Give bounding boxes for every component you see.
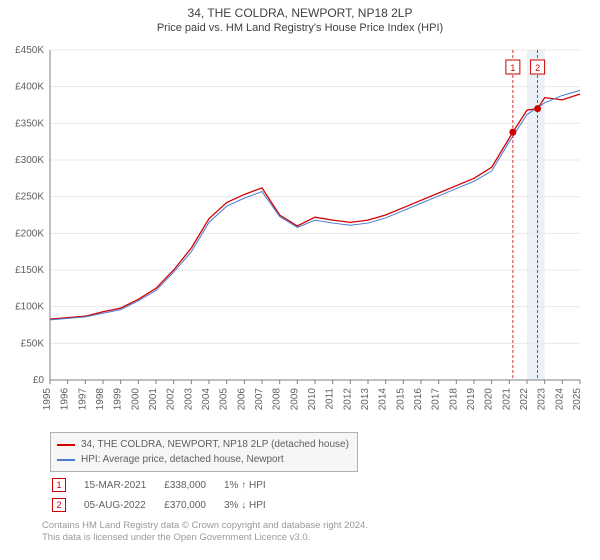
svg-text:2: 2: [535, 63, 540, 73]
svg-text:2011: 2011: [325, 388, 336, 410]
marker-table: 1 15-MAR-2021 £338,000 1% ↑ HPI 2 05-AUG…: [42, 474, 276, 516]
svg-text:2016: 2016: [413, 388, 424, 411]
legend-row: HPI: Average price, detached house, Newp…: [57, 452, 349, 467]
svg-text:1: 1: [510, 63, 515, 73]
marker-price: £338,000: [156, 476, 214, 494]
svg-text:2000: 2000: [130, 388, 141, 411]
marker-price: £370,000: [156, 496, 214, 514]
svg-text:2023: 2023: [537, 388, 548, 411]
legend: 34, THE COLDRA, NEWPORT, NP18 2LP (detac…: [50, 432, 358, 472]
svg-text:2021: 2021: [501, 388, 512, 411]
chart-container: 34, THE COLDRA, NEWPORT, NP18 2LP Price …: [0, 0, 600, 560]
marker-pct: 1% ↑ HPI: [216, 476, 274, 494]
svg-text:2019: 2019: [466, 388, 477, 411]
svg-text:2017: 2017: [431, 388, 442, 411]
svg-text:2005: 2005: [219, 388, 230, 411]
svg-text:1999: 1999: [113, 388, 124, 411]
svg-text:£250K: £250K: [15, 192, 44, 203]
svg-text:1995: 1995: [42, 388, 53, 411]
svg-text:2012: 2012: [342, 388, 353, 411]
svg-text:£200K: £200K: [15, 228, 44, 239]
svg-text:2003: 2003: [183, 388, 194, 411]
svg-text:2015: 2015: [395, 388, 406, 411]
marker-badge: 2: [52, 498, 66, 512]
chart-subtitle: Price paid vs. HM Land Registry's House …: [0, 20, 600, 34]
svg-text:1997: 1997: [77, 388, 88, 411]
svg-text:2020: 2020: [484, 388, 495, 411]
svg-text:£350K: £350K: [15, 118, 44, 129]
svg-text:1998: 1998: [95, 388, 106, 411]
svg-text:2024: 2024: [554, 388, 565, 411]
svg-text:£100K: £100K: [15, 302, 44, 313]
svg-text:2002: 2002: [166, 388, 177, 411]
svg-text:2010: 2010: [307, 388, 318, 411]
legend-swatch: [57, 459, 75, 461]
footer-line: This data is licensed under the Open Gov…: [42, 532, 368, 544]
svg-text:2007: 2007: [254, 388, 265, 411]
marker-badge: 1: [52, 478, 66, 492]
svg-text:2004: 2004: [201, 388, 212, 411]
svg-text:2001: 2001: [148, 388, 159, 411]
svg-text:2014: 2014: [378, 388, 389, 411]
svg-text:1996: 1996: [60, 388, 71, 411]
svg-text:2025: 2025: [572, 388, 583, 411]
chart-plot-area: £0£50K£100K£150K£200K£250K£300K£350K£400…: [50, 50, 580, 380]
marker-date: 05-AUG-2022: [76, 496, 154, 514]
marker-row: 1 15-MAR-2021 £338,000 1% ↑ HPI: [44, 476, 274, 494]
footer: Contains HM Land Registry data © Crown c…: [42, 520, 368, 545]
svg-text:2009: 2009: [289, 388, 300, 411]
svg-text:2008: 2008: [272, 388, 283, 411]
legend-row: 34, THE COLDRA, NEWPORT, NP18 2LP (detac…: [57, 437, 349, 452]
svg-text:2018: 2018: [448, 388, 459, 411]
marker-date: 15-MAR-2021: [76, 476, 154, 494]
chart-title: 34, THE COLDRA, NEWPORT, NP18 2LP: [0, 0, 600, 20]
svg-text:£300K: £300K: [15, 155, 44, 166]
marker-row: 2 05-AUG-2022 £370,000 3% ↓ HPI: [44, 496, 274, 514]
svg-text:£400K: £400K: [15, 82, 44, 93]
legend-swatch: [57, 444, 75, 446]
footer-line: Contains HM Land Registry data © Crown c…: [42, 520, 368, 532]
svg-text:£450K: £450K: [15, 45, 44, 56]
svg-text:2006: 2006: [236, 388, 247, 411]
chart-svg: £0£50K£100K£150K£200K£250K£300K£350K£400…: [50, 50, 580, 430]
svg-text:£50K: £50K: [21, 338, 45, 349]
legend-label: 34, THE COLDRA, NEWPORT, NP18 2LP (detac…: [81, 439, 349, 450]
svg-text:£150K: £150K: [15, 265, 44, 276]
svg-text:£0: £0: [33, 375, 45, 386]
legend-label: HPI: Average price, detached house, Newp…: [81, 454, 284, 465]
svg-text:2013: 2013: [360, 388, 371, 411]
marker-pct: 3% ↓ HPI: [216, 496, 274, 514]
svg-text:2022: 2022: [519, 388, 530, 411]
